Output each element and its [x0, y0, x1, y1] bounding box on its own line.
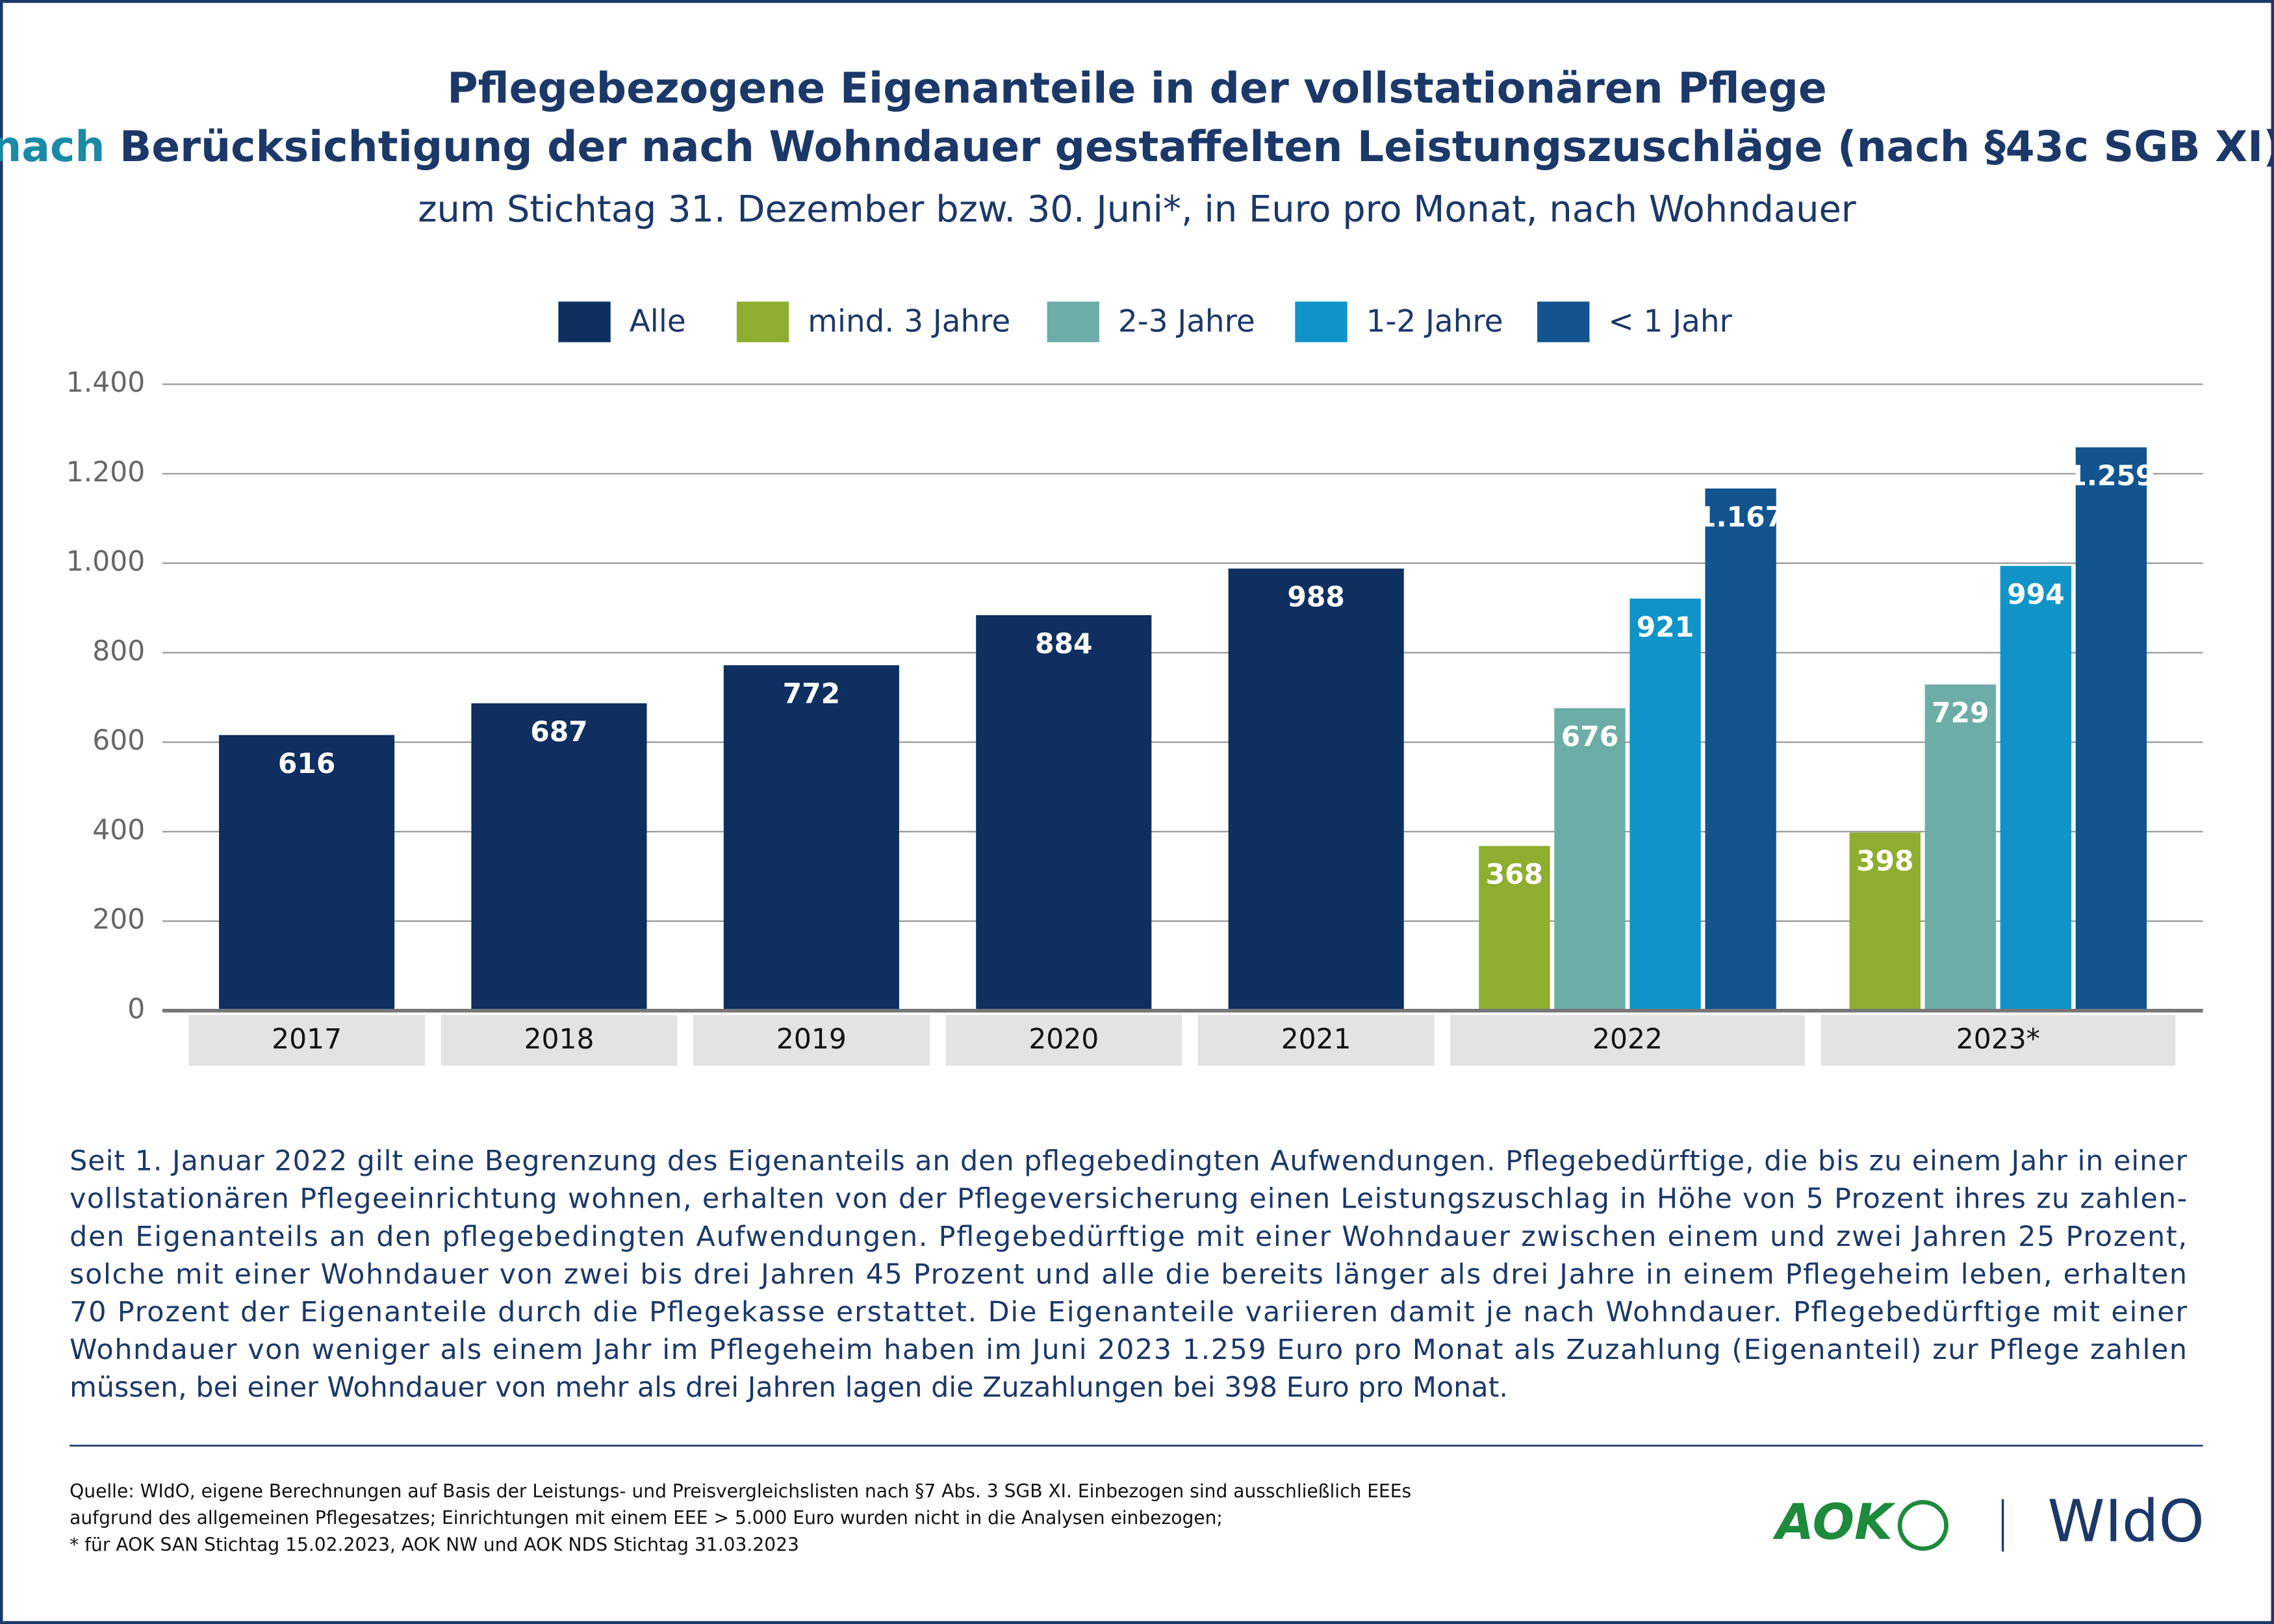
- title-highlight: nach: [0, 122, 105, 171]
- bar: [1479, 846, 1550, 1011]
- y-tick-label: 400: [92, 815, 145, 846]
- y-tick-label: 200: [92, 904, 145, 936]
- legend-label: mind. 3 Jahre: [808, 303, 1010, 339]
- x-tick-label: 2021: [1281, 1024, 1351, 1056]
- legend-swatch: [1537, 301, 1590, 342]
- x-tick-label: 2019: [776, 1024, 847, 1056]
- legend-label: Alle: [630, 303, 686, 339]
- value-label: 988: [1287, 582, 1345, 614]
- body-line: solche mit einer Wohndauer von zwei bis …: [70, 1258, 2187, 1291]
- category-box: [945, 1015, 1182, 1066]
- bar: [2075, 447, 2147, 1011]
- body-line: 70 Prozent der Eigenanteile durch die Pf…: [70, 1296, 2187, 1328]
- title-rest: Berücksichtigung der nach Wohndauer gest…: [120, 122, 2274, 171]
- bar: [1228, 568, 1404, 1011]
- value-label: 772: [783, 678, 841, 710]
- legend-label: < 1 Jahr: [1608, 303, 1732, 339]
- subtitle: zum Stichtag 31. Dezember bzw. 30. Juni*…: [418, 188, 1856, 231]
- aok-emblem: [1897, 1500, 1948, 1551]
- value-label: 687: [530, 717, 588, 748]
- bar: [219, 735, 395, 1011]
- bar: [1554, 708, 1626, 1011]
- y-tick-label: 800: [92, 635, 145, 667]
- aok-logo: AOK: [1772, 1493, 1896, 1551]
- value-label: 921: [1637, 612, 1694, 644]
- body-text: Seit 1. Januar 2022 gilt eine Begrenzung…: [70, 1145, 2187, 1404]
- category-box: [1197, 1015, 1435, 1066]
- body-line: müssen, bei einer Wohndauer von mehr als…: [70, 1371, 1508, 1404]
- x-tick-label: 2023*: [1956, 1024, 2040, 1056]
- source-line: * für AOK SAN Stichtag 15.02.2023, AOK N…: [70, 1534, 799, 1555]
- title: Pflegebezogene Eigenanteile in der volls…: [447, 64, 1827, 113]
- value-label: 884: [1035, 628, 1093, 660]
- y-tick-label: 0: [127, 993, 145, 1025]
- value-label: 398: [1856, 846, 1914, 878]
- y-tick-label: 1.400: [66, 367, 145, 399]
- legend-label: 2-3 Jahre: [1118, 303, 1255, 339]
- title-line2: nach Berücksichtigung der nach Wohndauer…: [0, 122, 2274, 171]
- value-label: 1.259: [2067, 461, 2154, 492]
- category-box: [693, 1015, 930, 1066]
- y-tick-label: 1.200: [66, 457, 145, 488]
- legend-swatch: [1295, 301, 1348, 342]
- value-label: 616: [278, 748, 336, 780]
- bar: [976, 615, 1152, 1011]
- y-tick-label: 600: [92, 725, 145, 757]
- legend-swatch: [736, 301, 789, 342]
- value-label: 994: [2007, 579, 2065, 611]
- x-tick-label: 2020: [1028, 1024, 1099, 1056]
- body-line: vollstationären Pflegeeinrichtung wohnen…: [70, 1183, 2187, 1215]
- legend-label: 1-2 Jahre: [1366, 303, 1503, 339]
- plot: 0 200 400 600 800 1.000 1.200 1.400 Alle mind. 3 …: [66, 301, 2203, 1066]
- value-label: 676: [1561, 722, 1619, 754]
- legend-swatch: [558, 301, 611, 342]
- legend-swatch: [1047, 301, 1099, 342]
- bar: [723, 665, 899, 1011]
- category-box: [188, 1015, 426, 1066]
- bar: [471, 703, 647, 1011]
- source: Quelle: WIdO, eigene Berechnungen auf Ba…: [70, 1480, 1411, 1556]
- bar: [2000, 566, 2072, 1011]
- x-tick-label: 2017: [272, 1024, 342, 1056]
- value-label: 729: [1932, 698, 1989, 730]
- value-label: 368: [1486, 859, 1544, 891]
- category-box: [1820, 1015, 2176, 1066]
- bar: [1849, 832, 1921, 1011]
- x-tick-label: 2018: [524, 1024, 594, 1056]
- body-line: Wohndauer von weniger als einem Jahr im …: [70, 1334, 2187, 1366]
- source-line: aufgrund des allgemeinen Pflegesatzes; E…: [70, 1507, 1223, 1529]
- body-line: den Eigenanteils an den pflegebedingten …: [70, 1221, 2187, 1253]
- category-box: [1450, 1015, 1805, 1066]
- category-box: [441, 1015, 678, 1066]
- value-label: 1.167: [1697, 501, 1784, 533]
- bar: [1924, 684, 1996, 1011]
- y-tick-label: 1.000: [66, 546, 145, 578]
- body-line: Seit 1. Januar 2022 gilt eine Begrenzung…: [70, 1145, 2187, 1178]
- wido-logo: WIdO: [2047, 1488, 2204, 1556]
- bar: [1629, 598, 1701, 1011]
- x-tick-label: 2022: [1592, 1024, 1663, 1056]
- source-line: Quelle: WIdO, eigene Berechnungen auf Ba…: [70, 1480, 1411, 1502]
- bar: [1705, 488, 1776, 1011]
